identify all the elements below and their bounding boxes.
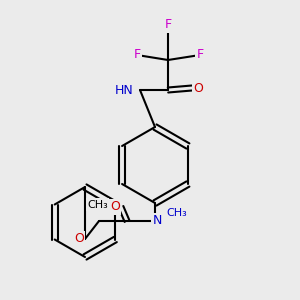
- Text: HN: HN: [115, 83, 134, 97]
- Text: CH₃: CH₃: [167, 208, 188, 218]
- Text: F: F: [164, 19, 172, 32]
- Text: CH₃: CH₃: [87, 200, 108, 209]
- Text: O: O: [74, 232, 84, 245]
- Text: F: F: [196, 49, 204, 62]
- Text: F: F: [134, 49, 141, 62]
- Text: O: O: [193, 82, 203, 94]
- Text: O: O: [110, 200, 120, 214]
- Text: N: N: [152, 214, 162, 227]
